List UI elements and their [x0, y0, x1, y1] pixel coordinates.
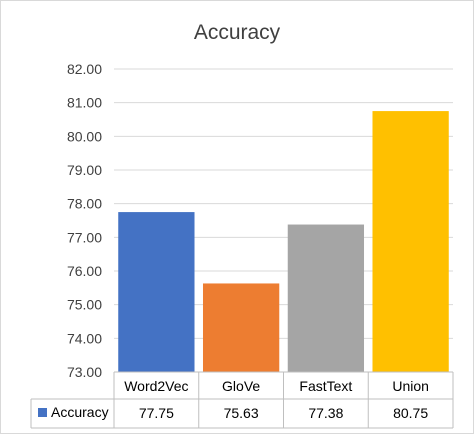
y-tick-label: 73.00: [67, 364, 102, 380]
category-label: GloVe: [222, 378, 260, 394]
data-value-label: 77.75: [139, 405, 174, 421]
category-label: FastText: [299, 378, 352, 394]
y-tick-label: 74.00: [67, 330, 102, 346]
y-tick-label: 75.00: [67, 297, 102, 313]
data-value-label: 80.75: [393, 405, 428, 421]
legend-series-name: Accuracy: [51, 404, 109, 420]
y-tick-label: 80.00: [67, 128, 102, 144]
y-tick-label: 76.00: [67, 263, 102, 279]
legend-swatch: [38, 408, 47, 417]
y-tick-label: 81.00: [67, 95, 102, 111]
y-tick-label: 78.00: [67, 196, 102, 212]
y-tick-label: 82.00: [67, 61, 102, 77]
bar-word2vec: [118, 212, 195, 372]
y-tick-label: 77.00: [67, 229, 102, 245]
data-value-label: 77.38: [308, 405, 343, 421]
category-label: Union: [392, 378, 429, 394]
bar-union: [372, 111, 449, 372]
y-axis-ticks: 73.00 74.00 75.00 76.00 77.00 78.00 79.00 80.00…: [67, 61, 102, 380]
bars: [118, 111, 449, 372]
y-tick-label: 79.00: [67, 162, 102, 178]
data-table: Word2Vec GloVe FastText Union Accuracy 77.75 7…: [30, 371, 454, 429]
bar-glove: [202, 283, 280, 372]
chart-title: Accuracy: [194, 21, 281, 44]
bar-fasttext: [287, 224, 365, 372]
data-value-label: 75.63: [224, 405, 259, 421]
category-label: Word2Vec: [124, 378, 188, 394]
